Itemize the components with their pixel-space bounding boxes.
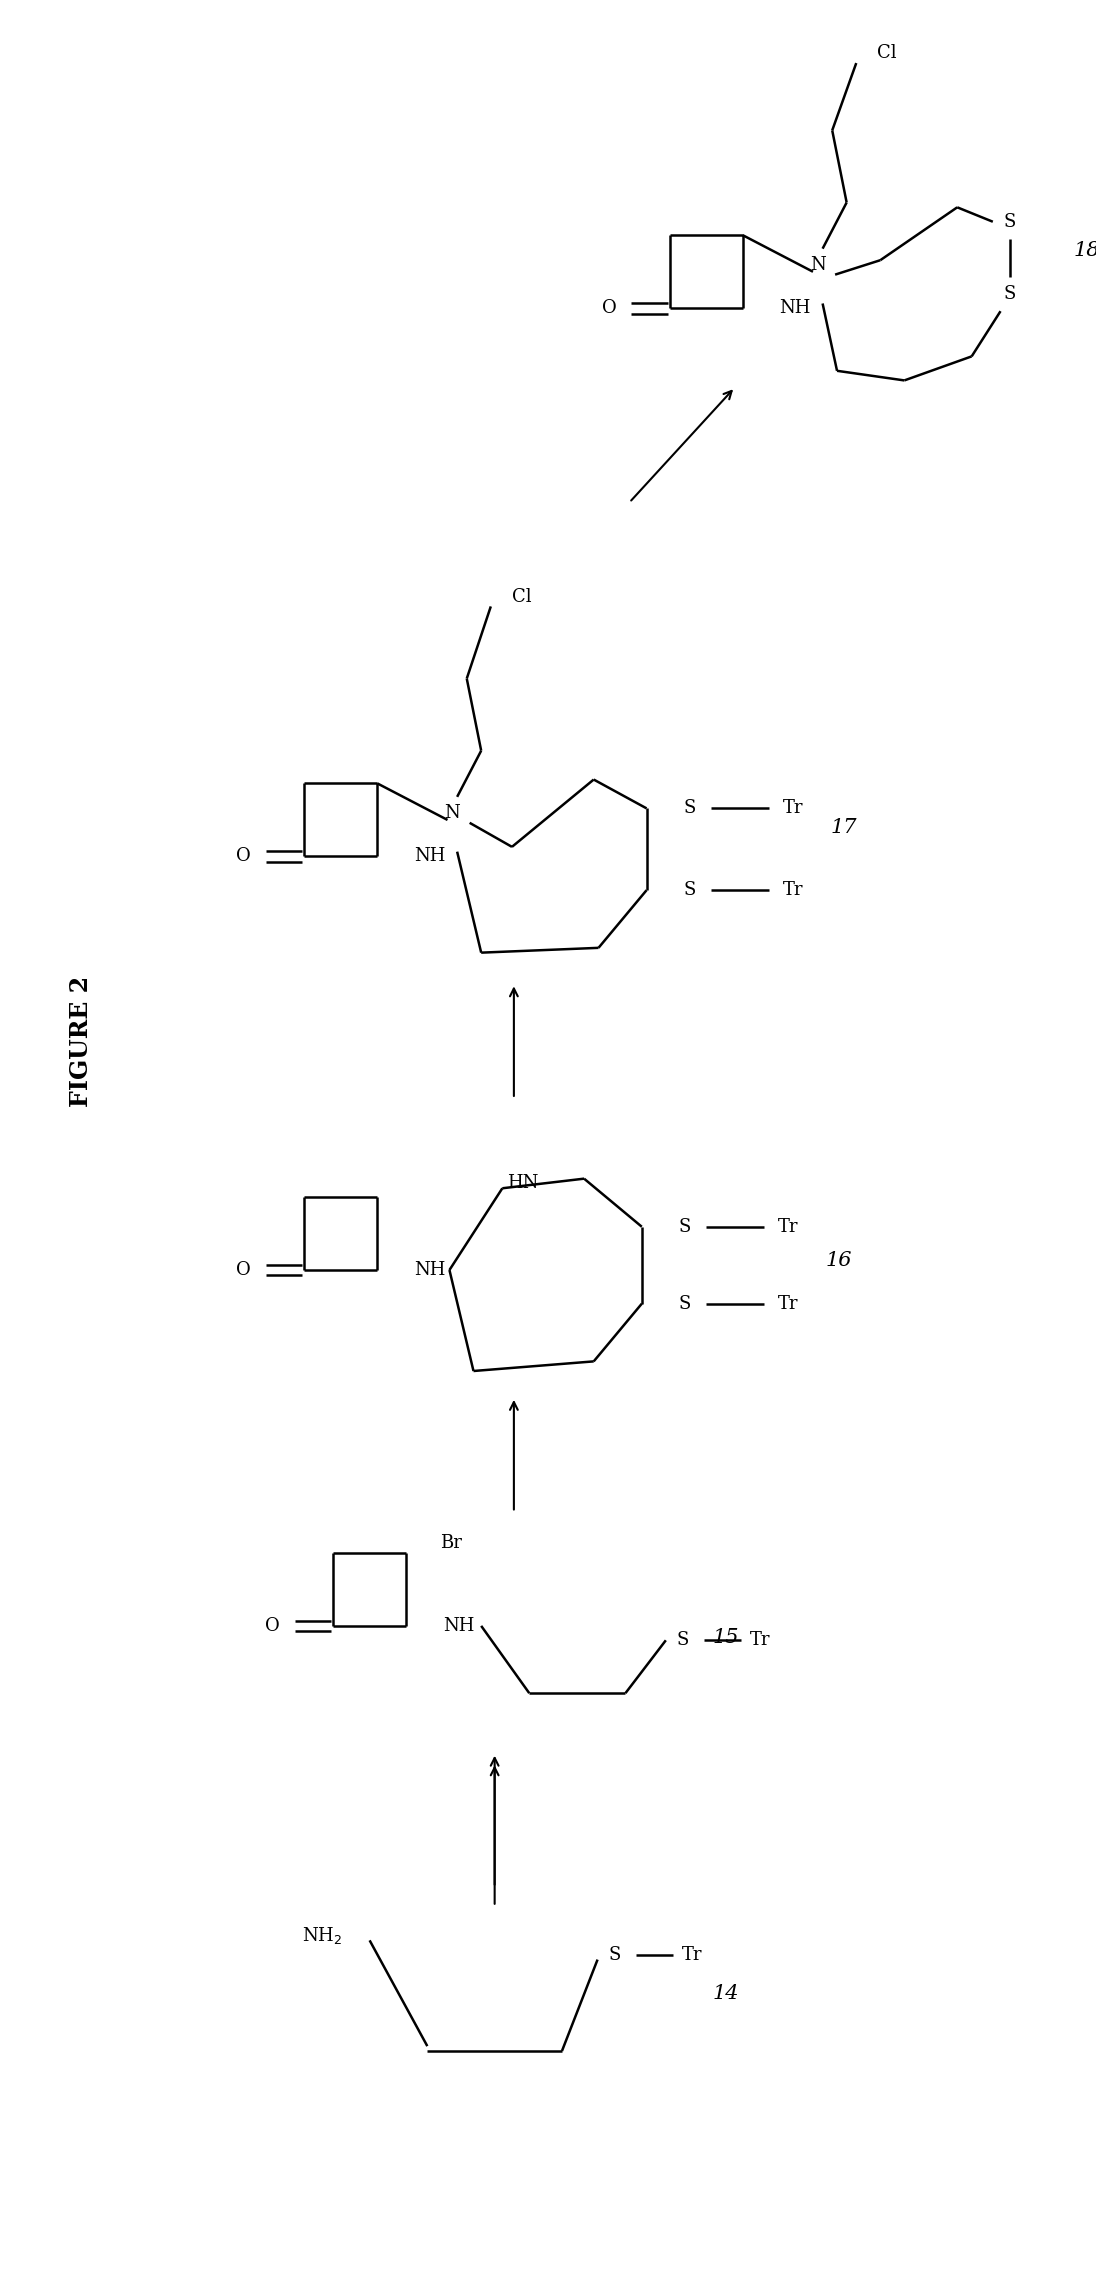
Text: Tr: Tr bbox=[778, 1294, 798, 1312]
Text: FIGURE 2: FIGURE 2 bbox=[69, 976, 93, 1106]
Text: S: S bbox=[678, 1218, 692, 1237]
Text: S: S bbox=[1004, 286, 1016, 302]
Text: Cl: Cl bbox=[512, 588, 532, 606]
Text: N: N bbox=[810, 256, 825, 274]
Text: Cl: Cl bbox=[877, 43, 897, 62]
Text: O: O bbox=[237, 1262, 251, 1280]
Text: 15: 15 bbox=[712, 1628, 739, 1646]
Text: S: S bbox=[608, 1945, 621, 1964]
Text: S: S bbox=[684, 880, 696, 898]
Text: NH: NH bbox=[414, 1262, 445, 1280]
Text: O: O bbox=[237, 848, 251, 866]
Text: HN: HN bbox=[507, 1175, 538, 1193]
Text: Tr: Tr bbox=[783, 800, 803, 818]
Text: O: O bbox=[265, 1616, 279, 1634]
Text: O: O bbox=[602, 299, 616, 318]
Text: N: N bbox=[445, 805, 460, 823]
Text: Tr: Tr bbox=[682, 1945, 703, 1964]
Text: S: S bbox=[678, 1294, 692, 1312]
Text: NH: NH bbox=[779, 299, 811, 318]
Text: Br: Br bbox=[439, 1534, 461, 1552]
Text: Tr: Tr bbox=[783, 880, 803, 898]
Text: S: S bbox=[684, 800, 696, 818]
Text: 16: 16 bbox=[825, 1250, 853, 1271]
Text: Tr: Tr bbox=[750, 1632, 770, 1648]
Text: NH: NH bbox=[414, 848, 445, 866]
Text: 14: 14 bbox=[712, 1984, 739, 2003]
Text: S: S bbox=[1004, 213, 1016, 231]
Text: 17: 17 bbox=[831, 818, 857, 837]
Text: NH$_2$: NH$_2$ bbox=[302, 1925, 343, 1945]
Text: Tr: Tr bbox=[778, 1218, 798, 1237]
Text: S: S bbox=[677, 1632, 689, 1648]
Text: NH: NH bbox=[443, 1616, 475, 1634]
Text: 18: 18 bbox=[1074, 240, 1096, 261]
